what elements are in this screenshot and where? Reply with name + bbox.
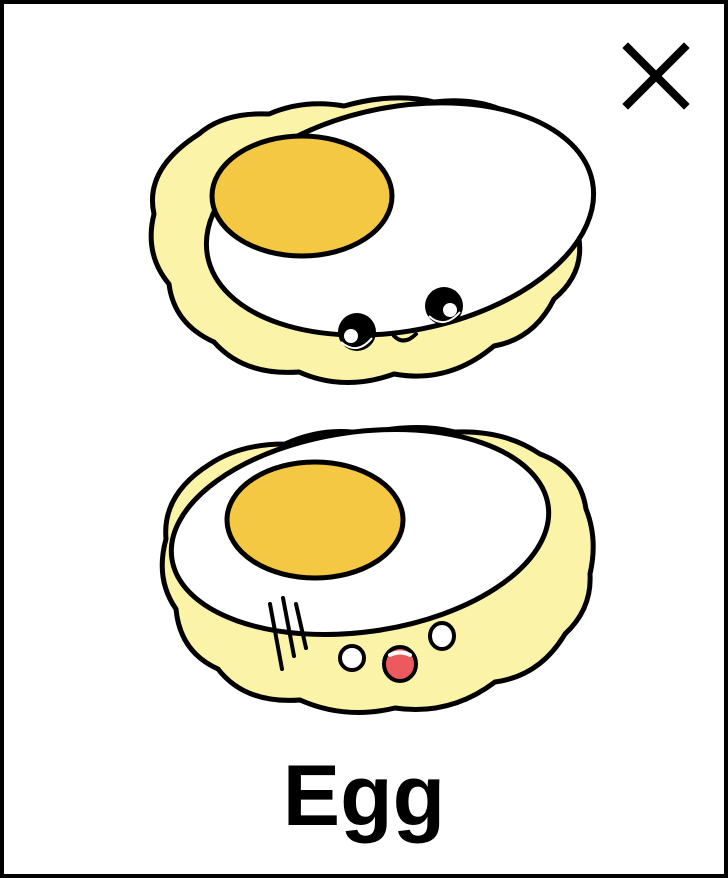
card-label: Egg [282, 748, 446, 844]
smiling-face [338, 287, 463, 351]
surprised-face [268, 596, 456, 683]
egg-surprised-illustration [159, 425, 596, 715]
egg-smiling-illustration [148, 95, 597, 385]
egg-yolk [224, 459, 406, 581]
close-button[interactable] [616, 36, 696, 116]
close-icon [622, 42, 690, 110]
egg-yolk [209, 133, 395, 259]
